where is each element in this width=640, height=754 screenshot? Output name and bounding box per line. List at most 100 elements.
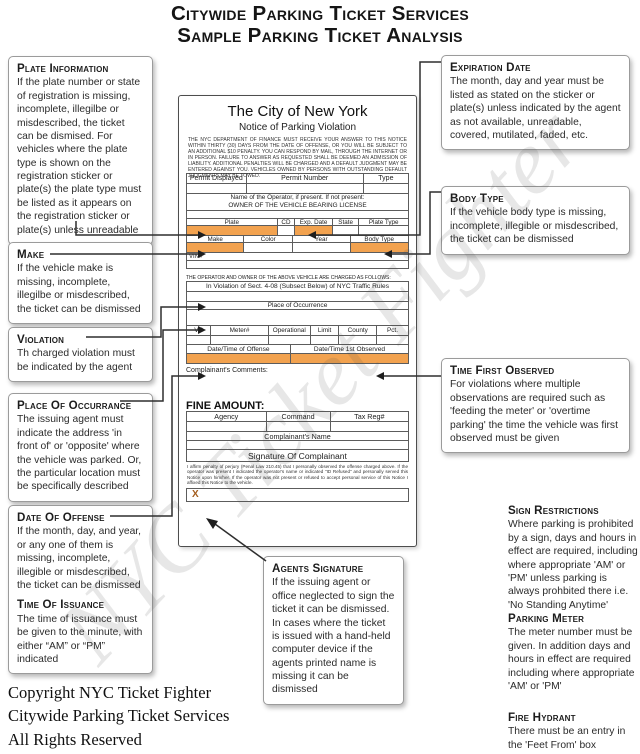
datetime-offense-field-highlighted xyxy=(187,354,291,363)
meter-header: Meter# xyxy=(211,326,269,335)
plate-field-highlighted xyxy=(187,226,278,235)
plate-header-row: Plate CD Exp. Date State Plate Type xyxy=(186,218,409,226)
empty-cell xyxy=(211,336,269,344)
callout-expiration-date: Expiration Date The month, day and year … xyxy=(441,55,630,151)
signature-of-complainant-band: Signature Of Complainant xyxy=(186,449,409,462)
callout-title: Expiration Date xyxy=(450,61,531,74)
vin-row: VIN# xyxy=(186,252,409,261)
empty-cell xyxy=(269,336,311,344)
vin-label: VIN# xyxy=(189,253,203,260)
violation-band-text: In Violation of Sect. 4-08 (Subsect Belo… xyxy=(205,283,389,290)
callout-body: For violations where multiple observatio… xyxy=(450,379,618,444)
callout-body: If the vehicle body type is missing, inc… xyxy=(450,207,619,246)
plate-type-header: Plate Type xyxy=(368,219,399,225)
copyright-line1: Copyright NYC Ticket Fighter xyxy=(8,683,212,702)
empty-cell xyxy=(187,261,408,268)
callout-make: Make If the vehicle make is missing, inc… xyxy=(8,242,153,324)
empty-cell xyxy=(364,184,408,193)
callout-title: Plate Information xyxy=(17,62,109,75)
callout-title: Time Of Issuance xyxy=(17,598,105,612)
operator-line2: OWNER OF THE VEHICLE BEARING LICENSE xyxy=(228,202,367,209)
callout-body: If the plate number or state of registra… xyxy=(17,77,142,236)
callout-body: If the vehicle make is missing, incomple… xyxy=(17,263,141,315)
datetime-header-row: Date/Time of Offense Date/Time 1st Obser… xyxy=(186,344,409,354)
permit-displayed-header: Permit Displayed xyxy=(187,174,247,183)
datetime-observed-header: Date/Time 1st Observed xyxy=(313,345,386,353)
tax-reg-header: Tax Reg# xyxy=(354,412,385,421)
complainants-name-text: Complainant's Name xyxy=(264,431,331,441)
ticket-city-title: The City of New York xyxy=(227,103,368,120)
note-body: Where parking is prohibited by a sign, d… xyxy=(508,519,638,611)
callout-body: The month, day and year must be listed a… xyxy=(450,76,621,141)
ticket-legal-header: THE NYC DEPARTMENT OF FINANCE MUST RECEI… xyxy=(188,137,407,179)
copyright-line3: All Rights Reserved xyxy=(8,729,142,749)
agency-header: Agency xyxy=(187,412,267,421)
make-data-row xyxy=(186,242,409,253)
note-sign-restrictions: Sign Restrictions Where parking is prohi… xyxy=(508,504,639,612)
note-parking-meter: Parking Meter The meter number must be g… xyxy=(508,612,639,693)
state-header: State xyxy=(333,219,360,225)
callout-title: Date Of Offense xyxy=(17,511,105,524)
operator-line1: Name of the Operator, if present. If not… xyxy=(230,193,365,201)
color-header: Color xyxy=(244,236,294,242)
empty-cell xyxy=(187,422,267,431)
callout-body: Th charged violation must be indicated b… xyxy=(17,348,135,373)
state-field xyxy=(333,226,360,235)
callout-body: If the issuing agent or office neglected… xyxy=(272,577,395,696)
note-title: Fire Hydrant xyxy=(508,711,576,724)
complainants-comments-label: Complainant's Comments: xyxy=(186,367,268,374)
agency-header-row: Agency Command Tax Reg# xyxy=(186,411,409,422)
year-header: Year xyxy=(293,236,351,242)
callout-title: Violation xyxy=(17,333,65,346)
exp-date-field-highlighted xyxy=(295,226,333,235)
make-header: Make xyxy=(187,236,245,242)
empty-row xyxy=(186,260,409,269)
callout-body: The time of issuance must be given to th… xyxy=(17,613,143,665)
callout-agents-signature: Agents Signature If the issuing agent or… xyxy=(263,556,404,705)
callout-body: The issuing agent must indicate the addr… xyxy=(17,414,142,493)
color-field xyxy=(244,243,294,252)
copyright: Copyright NYC Ticket Fighter Citywide Pa… xyxy=(8,681,229,751)
vc-header: VC xyxy=(187,326,212,335)
cd-field xyxy=(278,226,296,235)
complainants-name-band: Complainant's Name xyxy=(186,431,409,441)
agent-signature-line-highlighted: X xyxy=(186,488,409,502)
exp-date-header: Exp. Date xyxy=(295,219,333,225)
callout-time-first-observed: Time First Observed For violations where… xyxy=(441,358,630,454)
note-title: Parking Meter xyxy=(508,612,585,625)
callout-date-of-offense: Date Of Offense If the month, day, and y… xyxy=(8,505,153,675)
copyright-line2: Citywide Parking Ticket Services xyxy=(8,706,230,726)
signature-legal-text: I affirm penalty of perjury (Penal Law 2… xyxy=(187,464,408,486)
body-type-header: Body Type xyxy=(364,236,395,242)
body-type-field-highlighted xyxy=(350,243,408,252)
limit-header: Limit xyxy=(311,326,340,335)
callout-title: Body Type xyxy=(450,192,504,205)
operator-band: Name of the Operator, if present. If not… xyxy=(186,193,409,211)
page-title-line2: Sample Parking Ticket Analysis xyxy=(177,24,463,48)
signature-band-text: Signature Of Complainant xyxy=(248,450,347,461)
sample-parking-ticket: The City of New York Notice of Parking V… xyxy=(178,95,417,547)
operational-header: Operational xyxy=(269,326,311,335)
type-header: Type xyxy=(378,175,394,182)
x-mark: X xyxy=(192,489,199,500)
fine-amount-label: FINE AMOUNT: xyxy=(186,400,265,412)
callout-title: Make xyxy=(17,248,45,261)
permit-empty-row xyxy=(186,183,409,194)
vc-empty-row xyxy=(186,335,409,345)
charged-line: THE OPERATOR AND OWNER OF THE ABOVE VEHI… xyxy=(186,275,391,281)
empty-cell xyxy=(187,336,212,344)
callout-body: If the month, day, and year, or any one … xyxy=(17,526,142,591)
plate-header: Plate xyxy=(187,219,278,225)
make-header-row: Make Color Year Body Type xyxy=(186,235,409,243)
empty-cell xyxy=(331,422,408,431)
ticket-notice-title: Notice of Parking Violation xyxy=(238,122,357,133)
place-highlight-band xyxy=(186,309,409,326)
empty-cell xyxy=(377,336,408,344)
agency-empty-row xyxy=(186,421,409,432)
plate-data-row xyxy=(186,225,409,236)
year-field xyxy=(293,243,351,252)
place-band-text: Place of Occurrence xyxy=(267,302,328,309)
note-body: The meter number must be given. In addit… xyxy=(508,627,635,692)
empty-cell xyxy=(247,184,364,193)
